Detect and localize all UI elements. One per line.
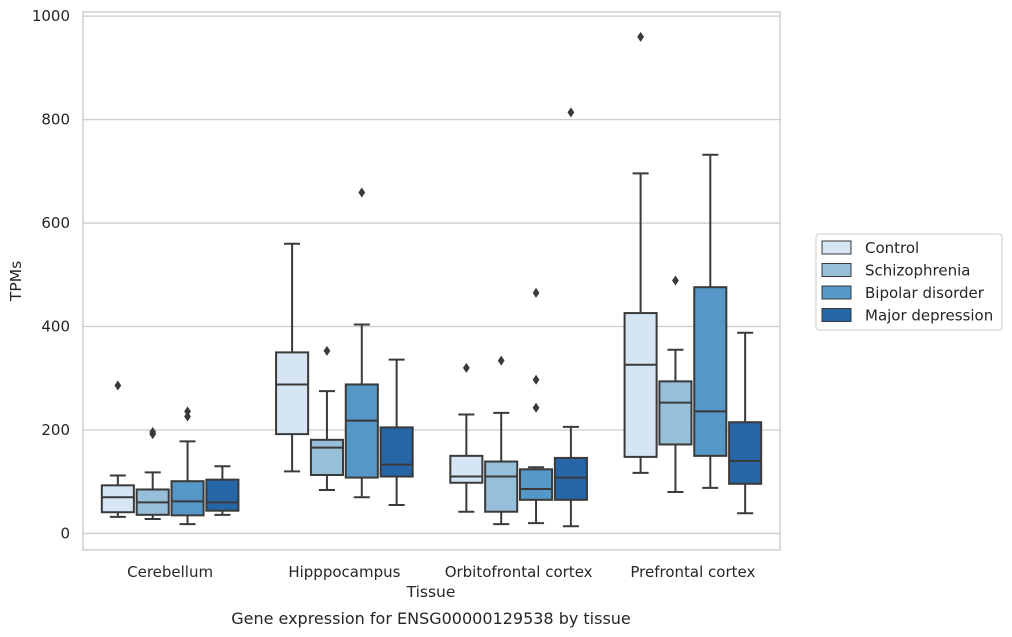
outlier-point <box>462 362 470 373</box>
x-axis-label: Tissue <box>406 583 456 601</box>
box-bipolar-disorder <box>693 153 728 489</box>
box-control <box>275 242 310 473</box>
box-iqr <box>553 456 588 501</box>
box-bipolar-disorder <box>170 406 205 526</box>
box-control <box>623 31 658 474</box>
x-tick-labels: Cerebellum Hipppocampus Orbitofrontal cort… <box>127 563 755 581</box>
box-iqr <box>170 480 205 517</box>
legend-label: Bipolar disorder <box>865 284 985 302</box>
box-bipolar-disorder <box>344 187 379 499</box>
y-tick-labels: 0 200 400 600 800 1000 <box>32 7 70 542</box>
box-iqr <box>519 468 554 501</box>
box-iqr <box>205 478 240 512</box>
legend-swatch <box>821 240 852 255</box>
box-control <box>100 380 135 518</box>
outlier-point <box>567 107 575 118</box>
x-tick-label: Hipppocampus <box>288 563 400 581</box>
box-iqr <box>623 312 658 458</box>
box-control <box>449 362 484 513</box>
gridlines <box>83 15 780 535</box>
legend-frame <box>815 233 1003 331</box>
box-major-depression <box>728 331 763 515</box>
x-tick-label: Prefrontal cortex <box>630 563 755 581</box>
box-iqr <box>100 484 135 514</box>
box-schizophrenia <box>135 427 170 520</box>
y-tick-label: 600 <box>41 214 70 232</box>
outlier-point <box>184 411 191 422</box>
legend: Control Schizophrenia Bipolar disorder Majo… <box>815 233 1003 331</box>
outlier-point <box>532 287 540 298</box>
box-schizophrenia <box>309 345 344 491</box>
y-tick-label: 400 <box>41 318 70 336</box>
box-iqr <box>484 460 519 513</box>
legend-label: Major depression <box>865 307 993 325</box>
outlier-point <box>532 402 540 413</box>
chart-caption: Gene expression for ENSG00000129538 by t… <box>231 609 631 628</box>
y-tick-label: 1000 <box>32 7 70 25</box>
outlier-point <box>149 427 157 438</box>
outlier-point <box>323 345 331 356</box>
y-tick-label: 800 <box>41 111 70 129</box>
plot-frame <box>82 11 781 551</box>
box-iqr <box>693 286 728 457</box>
outlier-point <box>358 187 366 198</box>
legend-entries: Control Schizophrenia Bipolar disorder Majo… <box>821 239 993 325</box>
legend-swatch <box>821 263 852 277</box>
box-major-depression <box>205 465 240 516</box>
box-iqr <box>275 351 310 436</box>
x-tick-label: Cerebellum <box>127 563 213 581</box>
outlier-point <box>114 380 122 391</box>
box-bipolar-disorder <box>519 287 554 525</box>
box-schizophrenia <box>658 275 693 494</box>
y-tick-label: 200 <box>41 421 70 439</box>
x-tick-label: Orbitofrontal cortex <box>445 563 593 581</box>
y-tick-label: 0 <box>60 524 70 542</box>
outlier-point <box>672 275 679 286</box>
box-iqr <box>658 380 693 446</box>
legend-swatch <box>821 285 852 300</box>
box-iqr <box>379 426 414 478</box>
box-iqr <box>309 438 344 476</box>
box-schizophrenia <box>484 355 519 526</box>
y-axis-label: TPMs <box>7 261 25 302</box>
legend-label: Control <box>865 239 919 257</box>
outlier-point <box>497 355 505 366</box>
outlier-point <box>532 374 540 385</box>
legend-label: Schizophrenia <box>865 262 970 280</box>
legend-swatch <box>821 308 852 322</box>
box-major-depression <box>379 358 414 506</box>
box-iqr <box>344 383 379 479</box>
outlier-point <box>637 31 644 42</box>
outlier-point <box>184 406 191 417</box>
box-iqr <box>449 454 484 484</box>
boxes <box>100 31 763 528</box>
box-major-depression <box>553 107 588 528</box>
box-iqr <box>728 421 763 485</box>
